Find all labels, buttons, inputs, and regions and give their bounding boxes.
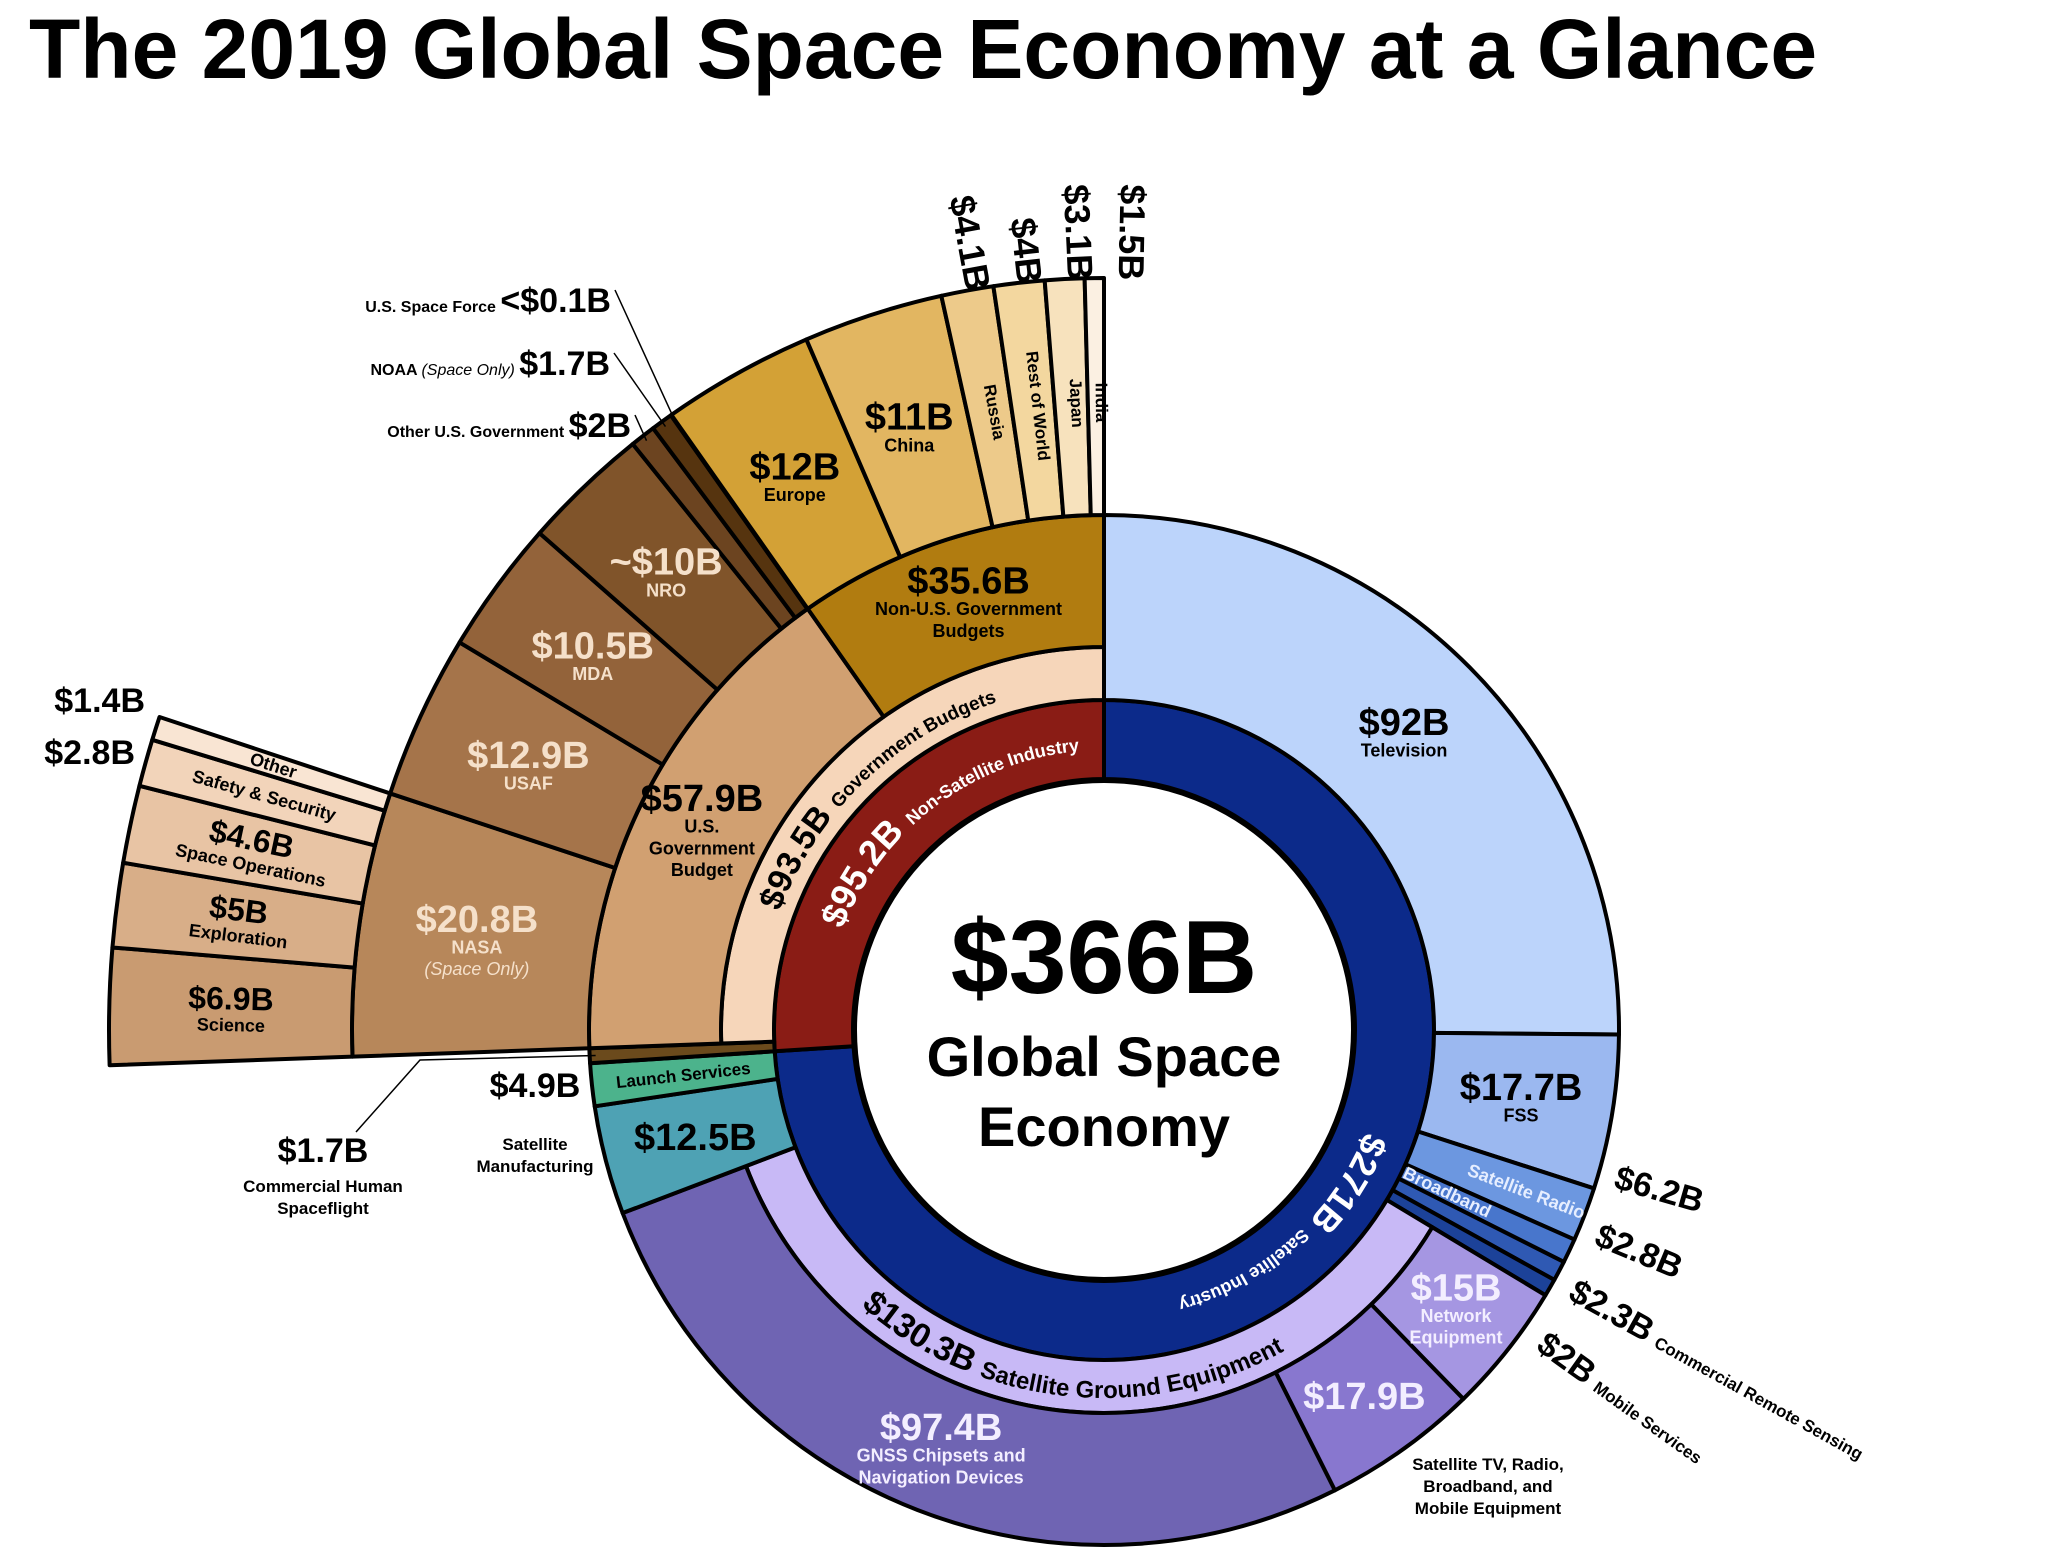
space_force-value: <$0.1B [500, 282, 611, 320]
gnss-name: Navigation Devices [859, 1467, 1024, 1487]
us-name: U.S. [684, 817, 719, 837]
noaa-qualifier: (Space Only) [421, 362, 519, 379]
sat_radio-value: $6.2B [1610, 1159, 1708, 1221]
mda-value: $10.5B [531, 625, 654, 667]
us-name: Government [649, 838, 755, 858]
safety-value: $2.8B [44, 734, 135, 772]
china-value: $11B [865, 397, 954, 439]
segment-india [1082, 275, 1106, 518]
nonus-name: Non-U.S. Government [875, 599, 1062, 619]
other_us-value: $2B [569, 407, 631, 445]
nasa-name: NASA [451, 937, 502, 957]
remote-label: $2.3BCommercial Remote Sensing [1563, 1272, 1874, 1467]
space_force-name: U.S. Space Force [365, 299, 500, 316]
india-name: India [1092, 383, 1112, 423]
network-name: Network [1420, 1306, 1492, 1326]
us-value: $57.9B [641, 778, 764, 820]
russia-value: $4.1B [941, 192, 999, 294]
segments [107, 275, 1621, 1547]
human-name: Commercial Human [243, 1177, 403, 1196]
usaf-name: USAF [504, 774, 553, 794]
nro-name: NRO [646, 580, 686, 600]
human-name: Spaceflight [277, 1199, 369, 1218]
leader-line [613, 352, 667, 427]
launch-value: $4.9B [490, 1067, 581, 1105]
manufacturing-name: Satellite [502, 1135, 567, 1154]
science-name: Science [197, 1014, 266, 1036]
sattv-name: Mobile Equipment [1415, 1499, 1562, 1518]
nonus-value: $35.6B [907, 561, 1030, 603]
exploration-value: $5B [207, 888, 270, 931]
nasa-other-value: $1.4B [54, 682, 145, 720]
fss-value: $17.7B [1460, 1067, 1583, 1109]
japan-name: Japan [1066, 378, 1088, 428]
network-value: $15B [1411, 1267, 1502, 1309]
nasa-qualifier: (Space Only) [424, 959, 529, 979]
center-label-line1: Global Space [927, 1025, 1282, 1088]
segment-gnss [620, 1164, 1337, 1547]
leader-line [355, 1054, 596, 1133]
segment-tv [1102, 513, 1621, 1037]
network-name: Equipment [1409, 1328, 1502, 1348]
tv-name: Television [1361, 741, 1448, 761]
gnss-name: GNSS Chipsets and [857, 1446, 1026, 1466]
mda-name: MDA [572, 664, 613, 684]
gnss-value: $97.4B [880, 1407, 1003, 1449]
chart-title: The 2019 Global Space Economy at a Glanc… [29, 2, 1817, 96]
nonus-name: Budgets [933, 621, 1005, 641]
india-value: $1.5B [1111, 184, 1154, 281]
other_us-label: Other U.S. Government $2B [387, 407, 631, 445]
center-label-line2: Economy [978, 1095, 1230, 1158]
center-circle [853, 779, 1355, 1281]
sattv-name: Broadband, and [1423, 1477, 1552, 1496]
broadband-value: $2.8B [1590, 1217, 1688, 1287]
sattv-name: Satellite TV, Radio, [1412, 1455, 1563, 1474]
noaa-label: NOAA (Space Only) $1.7B [370, 345, 610, 383]
tv-value: $92B [1359, 702, 1450, 744]
remote-value: $2.3B [1563, 1272, 1661, 1349]
china-name: China [884, 435, 935, 455]
fss-name: FSS [1504, 1106, 1539, 1126]
nasa-value: $20.8B [416, 899, 539, 941]
europe-name: Europe [764, 485, 826, 505]
mobile-value: $2B [1530, 1325, 1603, 1392]
leader-line [634, 414, 648, 442]
usaf-value: $12.9B [467, 735, 590, 777]
nro-value: ~$10B [610, 542, 723, 584]
human-value: $1.7B [278, 1132, 369, 1170]
leader-line [614, 289, 676, 421]
manufacturing-name: Manufacturing [476, 1157, 593, 1176]
japan-value: $3.1B [1056, 183, 1101, 281]
science-value: $6.9B [188, 980, 274, 1018]
noaa-value: $1.7B [519, 345, 610, 383]
mobile-name: Mobile Services [1590, 1378, 1706, 1468]
sattv-value: $17.9B [1303, 1376, 1426, 1418]
noaa-name: NOAA [370, 362, 421, 379]
total-value: $366B [951, 900, 1257, 1016]
us-name: Budget [671, 860, 733, 880]
other_us-name: Other U.S. Government [387, 424, 568, 441]
space_force-label: U.S. Space Force <$0.1B [365, 282, 611, 320]
manufacturing-value: $12.5B [634, 1117, 757, 1159]
row-value: $4B [1002, 216, 1050, 286]
europe-value: $12B [749, 447, 840, 489]
